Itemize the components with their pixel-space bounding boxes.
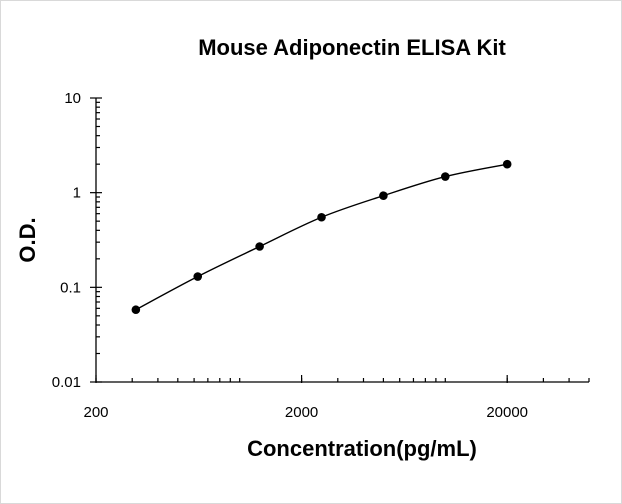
chart-title: Mouse Adiponectin ELISA Kit [198,35,506,60]
y-axis-label: O.D. [15,217,40,262]
x-tick-label: 20000 [486,404,528,421]
y-tick-label: 0.01 [52,374,81,391]
axes [95,98,589,383]
data-point [255,242,264,251]
data-point [379,191,388,200]
data-point [131,305,141,315]
curve-layer [135,163,508,311]
x-axis-label: Concentration(pg/mL) [247,436,477,461]
data-point [440,172,450,181]
ticks: 0.01 0.1 1 10 200 2000 20000 [52,90,590,421]
data-point [193,272,203,281]
data-point [502,159,512,169]
y-tick-label: 0.1 [60,279,81,296]
standard-curve-line [135,163,508,311]
y-tick-label: 10 [64,90,81,107]
x-tick-label: 200 [83,404,108,421]
points-layer [131,159,512,315]
data-point [317,212,326,222]
y-tick-label: 1 [73,185,81,202]
x-tick-label: 2000 [285,404,318,421]
